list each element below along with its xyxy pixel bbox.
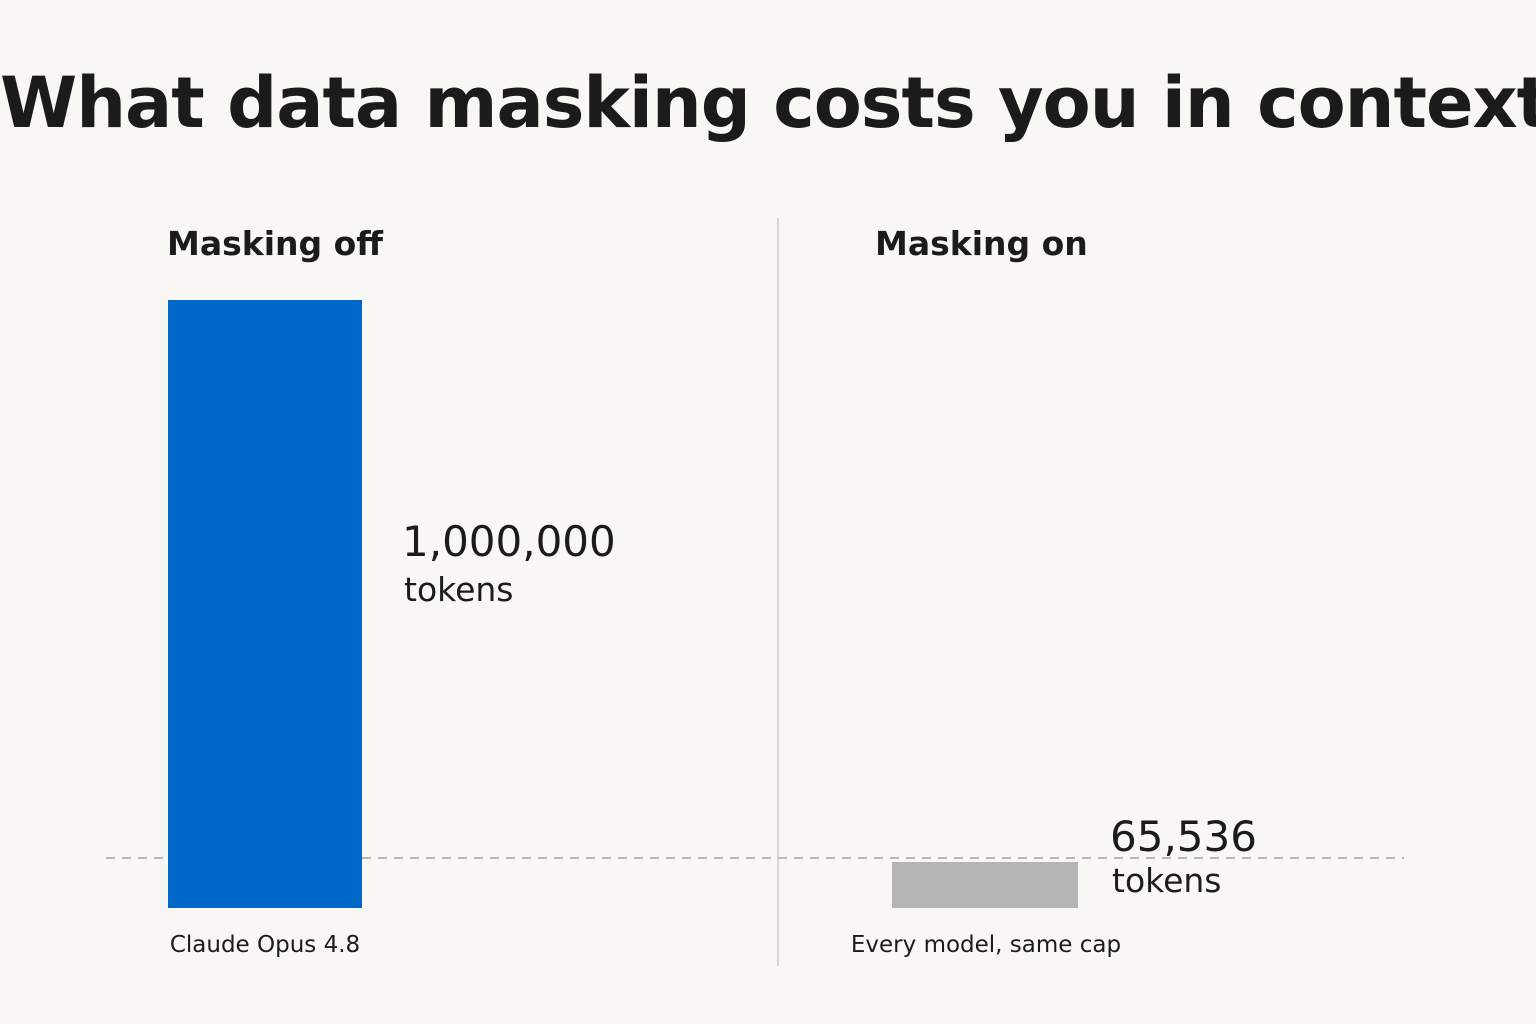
chart-title: What data masking costs you in context — [0, 62, 1536, 144]
value-label-masking-off: 1,000,000 — [402, 517, 616, 566]
unit-label-masking-off: tokens — [404, 570, 513, 609]
category-label-masking-on: Every model, same cap — [851, 932, 1121, 958]
unit-label-masking-on: tokens — [1112, 861, 1221, 900]
panel-heading-masking-off: Masking off — [167, 224, 384, 263]
bar-masking-on — [892, 862, 1078, 908]
category-label-masking-off: Claude Opus 4.8 — [170, 932, 360, 958]
value-label-masking-on: 65,536 — [1110, 812, 1257, 861]
bar-masking-off — [168, 300, 362, 908]
panel-heading-masking-on: Masking on — [875, 224, 1088, 263]
